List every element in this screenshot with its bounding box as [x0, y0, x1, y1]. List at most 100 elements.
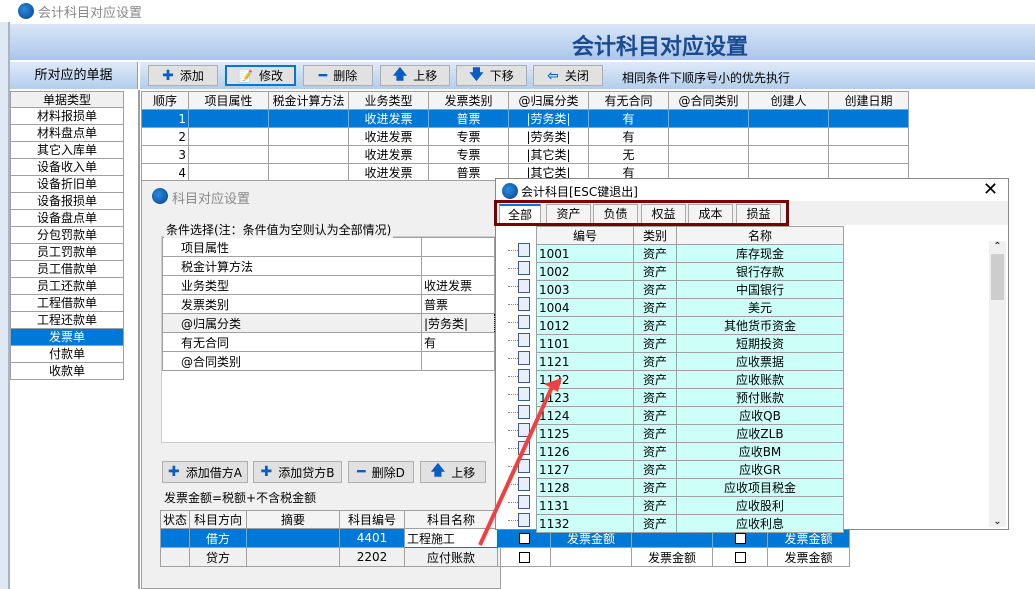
tab-0[interactable]: 全部	[499, 204, 541, 224]
list-item[interactable]: 付款单	[10, 346, 124, 363]
account-row[interactable]: 1012 资产 其他货币资金	[536, 316, 844, 335]
tab-1[interactable]: 资产	[546, 204, 591, 224]
tab-4[interactable]: 成本	[688, 204, 733, 224]
cell: 1121	[536, 352, 634, 371]
table-row[interactable]: 1 收进发票 普票 |劳务类| 有	[141, 109, 909, 128]
checkbox[interactable]	[712, 528, 768, 548]
list-item[interactable]: 工程借款单	[10, 295, 124, 312]
cell: 普票	[428, 109, 509, 128]
cell: 1101	[536, 334, 634, 353]
account-row[interactable]: 1001 资产 库存现金	[536, 244, 844, 263]
condition-row[interactable]: @合同类别	[162, 351, 495, 371]
account-row[interactable]: 1122 资产 应收账款	[536, 370, 844, 389]
scroll-down-icon[interactable]: ⌄	[993, 516, 1002, 527]
list-item[interactable]: 分包罚款单	[10, 227, 124, 244]
account-row[interactable]: 1121 资产 应收票据	[536, 352, 844, 371]
cell: 短期投资	[676, 334, 844, 353]
account-row[interactable]: 1132 资产 应收利息	[536, 514, 844, 533]
cell: 应收利息	[676, 514, 844, 533]
cell: 1122	[536, 370, 634, 389]
column-header: @合同类别	[668, 91, 749, 110]
cell: 资产	[633, 334, 677, 353]
account-row[interactable]: 1124 资产 应收QB	[536, 406, 844, 425]
banner: 会计科目对应设置	[10, 24, 1035, 60]
account-row[interactable]: 1127 资产 应收GR	[536, 460, 844, 479]
delete-button[interactable]: ━ 删除	[303, 65, 373, 86]
cell: 收进发票	[348, 163, 429, 182]
scroll-up-icon[interactable]: ⌃	[993, 241, 1002, 252]
condition-label: @合同类别	[162, 351, 422, 371]
column-header: 业务类型	[348, 91, 429, 110]
account-row[interactable]: 1004 资产 美元	[536, 298, 844, 317]
document-icon	[518, 261, 530, 275]
condition-row[interactable]: 税金计算方法	[162, 256, 495, 276]
list-item[interactable]: 员工还款单	[10, 278, 124, 295]
list-item[interactable]: 材料报损单	[10, 108, 124, 125]
checkbox[interactable]	[712, 547, 768, 567]
close-label: 关闭	[564, 69, 589, 83]
edit-button[interactable]: 📝 修改	[225, 65, 296, 86]
list-item[interactable]: 材料盘点单	[10, 125, 124, 142]
cell: 1123	[536, 388, 634, 407]
arrow-down-icon: 🡇	[469, 66, 484, 83]
cell: 应收GR	[676, 460, 844, 479]
entry-up-button[interactable]: 🡅 上移	[420, 461, 486, 483]
list-item[interactable]: 设备收入单	[10, 159, 124, 176]
popup-title: 会计科目[ESC键退出]	[521, 185, 638, 199]
cell: 资产	[633, 460, 677, 479]
list-item[interactable]: 其它入库单	[10, 142, 124, 159]
account-row[interactable]: 1003 资产 中国银行	[536, 280, 844, 299]
account-row[interactable]: 1126 资产 应收BM	[536, 442, 844, 461]
formula-text: 发票金额=税额+不含税金额	[164, 491, 317, 505]
list-item[interactable]: 员工罚款单	[10, 244, 124, 261]
tab-5[interactable]: 损益	[736, 204, 781, 224]
column-header: 科目编号	[339, 510, 405, 529]
delete-entry-button[interactable]: ━ 删除D	[348, 461, 414, 483]
account-row[interactable]: 1123 资产 预付账款	[536, 388, 844, 407]
edit-label: 修改	[258, 69, 283, 83]
list-item[interactable]: 发票单	[10, 329, 124, 346]
list-item[interactable]: 设备折旧单	[10, 176, 124, 193]
account-row[interactable]: 1002 资产 银行存款	[536, 262, 844, 281]
arrow-up-icon: 🡅	[430, 463, 446, 479]
scrollbar[interactable]: ⌃ ⌄	[989, 241, 1006, 527]
close-button[interactable]: ⇦ 关闭	[533, 65, 603, 86]
move-up-button[interactable]: 🡅 上移	[380, 65, 450, 86]
cell: 应收ZLB	[676, 424, 844, 443]
add-credit-button[interactable]: ✚ 添加贷方B	[253, 461, 342, 483]
cell: 资产	[633, 496, 677, 515]
arrow-shaft	[478, 384, 555, 546]
column-header: 顺序	[141, 91, 189, 110]
cell: 资产	[633, 352, 677, 371]
cell: 4401	[339, 528, 405, 548]
list-item[interactable]: 工程还款单	[10, 312, 124, 329]
scroll-thumb[interactable]	[991, 254, 1004, 300]
list-item[interactable]: 设备盘点单	[10, 210, 124, 227]
down-label: 下移	[489, 69, 514, 83]
table-row[interactable]: 3 收进发票 专票 |其它类| 无	[141, 145, 909, 164]
table-row[interactable]: 贷方 2202 应付账款 发票金额 发票金额	[160, 547, 850, 567]
close-icon[interactable]: ✕	[983, 179, 999, 200]
account-row[interactable]: 1101 资产 短期投资	[536, 334, 844, 353]
move-down-button[interactable]: 🡇 下移	[456, 65, 527, 86]
add-debit-button[interactable]: ✚ 添加借方A	[162, 461, 248, 483]
toolbar: ✚ 添加 📝 修改 ━ 删除 🡅 上移 🡇 下移 ⇦ 关闭 相同条件下顺序号小的优先执行	[140, 62, 1035, 89]
column-header: 科目方向	[189, 510, 247, 529]
document-icon	[518, 297, 530, 311]
account-row[interactable]: 1125 资产 应收ZLB	[536, 424, 844, 443]
tab-3[interactable]: 权益	[641, 204, 686, 224]
document-icon	[518, 279, 530, 293]
add-debit-label: 添加借方A	[185, 465, 242, 480]
list-item[interactable]: 设备报损单	[10, 193, 124, 210]
cell: 有	[588, 109, 669, 128]
list-item[interactable]: 员工借款单	[10, 261, 124, 278]
add-credit-label: 添加贷方B	[278, 465, 335, 480]
add-label: 添加	[179, 69, 204, 83]
cell: 1127	[536, 460, 634, 479]
document-icon	[518, 495, 530, 509]
add-button[interactable]: ✚ 添加	[148, 65, 218, 86]
list-item[interactable]: 收款单	[10, 363, 124, 380]
cell	[828, 109, 909, 128]
tab-2[interactable]: 负债	[593, 204, 638, 224]
condition-row[interactable]: 业务类型 收进发票	[162, 275, 495, 295]
